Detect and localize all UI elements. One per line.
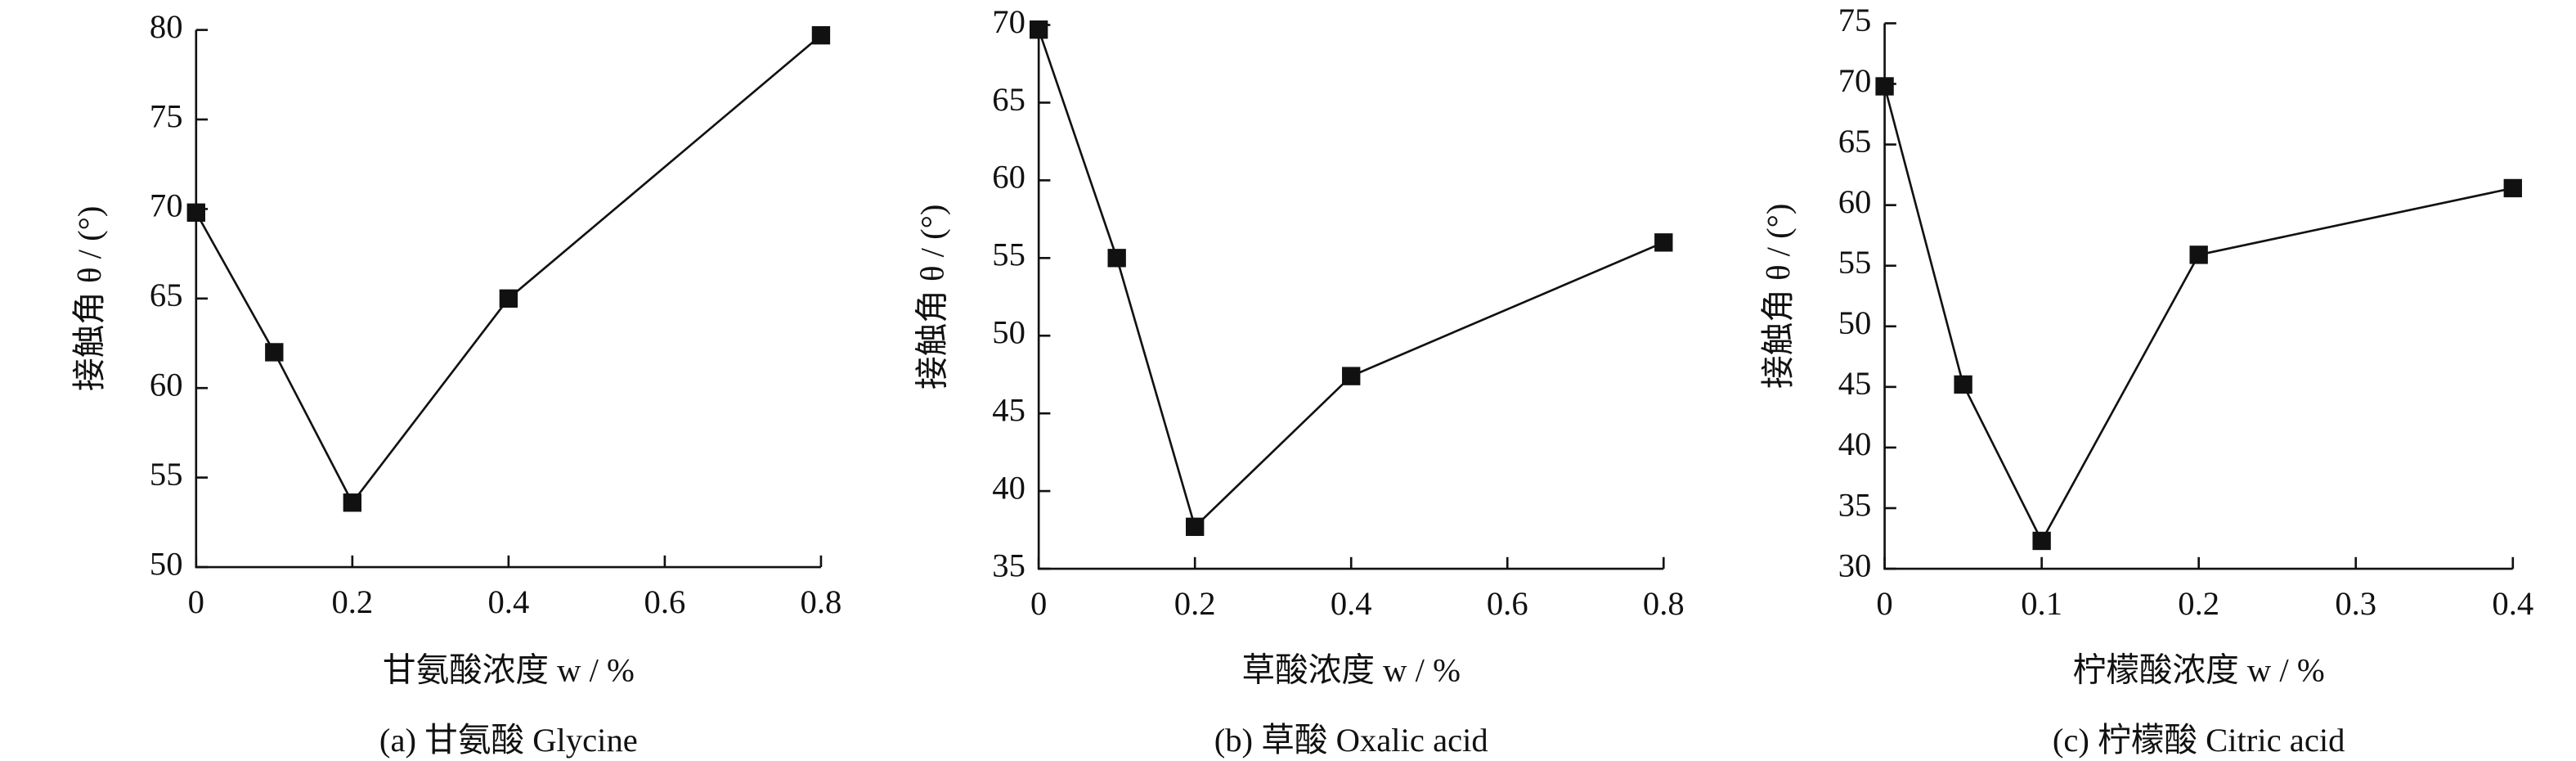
data-marker xyxy=(2503,178,2522,198)
y-tick-label: 75 xyxy=(150,97,183,134)
y-tick-label: 55 xyxy=(992,236,1025,273)
x-tick-label: 0.2 xyxy=(331,583,373,620)
y-tick-label: 65 xyxy=(150,277,183,313)
data-line xyxy=(1883,86,2514,543)
y-tick-label: 70 xyxy=(150,187,183,224)
y-tick-label: 60 xyxy=(992,159,1025,196)
y-tick-label: 75 xyxy=(1838,2,1872,38)
data-line xyxy=(195,34,822,505)
data-marker xyxy=(1654,233,1673,252)
caption: (b) 草酸 Oxalic acid xyxy=(1214,722,1488,759)
data-marker xyxy=(1342,367,1361,385)
x-tick-label: 0.8 xyxy=(801,583,842,620)
x-axis-label: 草酸浓度 w / % xyxy=(1242,651,1461,688)
data-marker xyxy=(1029,20,1048,39)
x-tick-label: 0 xyxy=(1030,585,1047,622)
data-marker xyxy=(499,289,518,308)
data-marker xyxy=(186,203,205,222)
y-tick-label: 65 xyxy=(1838,123,1872,160)
y-tick-label: 50 xyxy=(992,314,1025,351)
data-marker xyxy=(343,493,362,512)
y-tick-label: 70 xyxy=(992,3,1025,40)
y-axis-label: 接触角 θ / (°) xyxy=(913,205,950,390)
x-tick-label: 0.2 xyxy=(2178,585,2219,622)
x-tick-label: 0.2 xyxy=(1174,585,1216,622)
y-tick-label: 55 xyxy=(150,456,183,493)
axes xyxy=(1037,25,1664,570)
x-tick-label: 0 xyxy=(188,583,204,620)
caption: (c) 柠檬酸 Citric acid xyxy=(2053,722,2345,759)
x-tick-label: 0.3 xyxy=(2335,585,2376,622)
data-marker xyxy=(811,25,831,45)
x-tick-label: 0.1 xyxy=(2021,585,2062,622)
x-tick-label: 0.6 xyxy=(644,583,686,620)
y-tick-label: 50 xyxy=(150,545,183,582)
data-marker xyxy=(265,343,284,362)
data-marker xyxy=(1186,517,1205,536)
y-tick-label: 60 xyxy=(1838,183,1872,220)
data-marker xyxy=(1107,249,1126,268)
caption: (a) 甘氨酸 Glycine xyxy=(379,722,638,759)
data-marker xyxy=(1875,77,1894,96)
y-tick-label: 55 xyxy=(1838,244,1872,281)
x-axis-label: 甘氨酸浓度 w / % xyxy=(383,651,635,688)
y-tick-label: 45 xyxy=(1838,365,1872,402)
axes xyxy=(1883,23,2513,570)
x-tick-label: 0.6 xyxy=(1487,585,1528,622)
y-tick-label: 70 xyxy=(1838,62,1872,99)
x-tick-label: 0.4 xyxy=(487,583,529,620)
x-tick-label: 0.8 xyxy=(1643,585,1685,622)
y-tick-label: 35 xyxy=(992,547,1025,583)
y-tick-label: 50 xyxy=(1838,304,1872,341)
x-axis-label: 柠檬酸浓度 w / % xyxy=(2073,651,2325,688)
y-tick-label: 60 xyxy=(150,367,183,403)
data-marker xyxy=(2032,531,2051,551)
x-tick-label: 0.4 xyxy=(2492,585,2533,622)
data-line xyxy=(1037,29,1664,529)
y-tick-label: 45 xyxy=(992,392,1025,429)
y-axis-label: 接触角 θ / (°) xyxy=(71,206,108,391)
y-tick-label: 35 xyxy=(1838,486,1872,523)
data-marker xyxy=(2189,245,2208,264)
y-tick-label: 40 xyxy=(1838,426,1872,462)
data-marker xyxy=(1954,375,1972,394)
y-tick-label: 65 xyxy=(992,81,1025,118)
y-tick-label: 80 xyxy=(150,8,183,45)
y-axis-label: 接触角 θ / (°) xyxy=(1760,204,1797,389)
x-tick-label: 0.4 xyxy=(1331,585,1372,622)
y-tick-label: 30 xyxy=(1838,547,1872,583)
x-tick-label: 0 xyxy=(1876,585,1892,622)
y-tick-label: 40 xyxy=(992,469,1025,506)
